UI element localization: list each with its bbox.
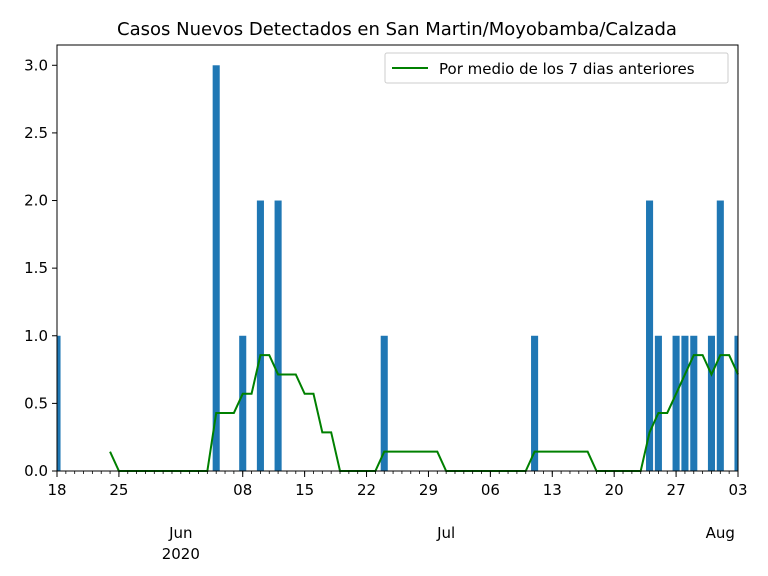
series-line — [109, 354, 739, 472]
bar — [716, 200, 724, 471]
bar — [212, 65, 220, 472]
bar — [690, 335, 698, 471]
y-tick-label: 3.0 — [24, 56, 48, 74]
y-tick-label: 1.0 — [24, 327, 48, 345]
x-month-label: Jun — [168, 524, 192, 542]
y-tick-label: 0.0 — [24, 462, 48, 480]
bar — [672, 335, 680, 471]
x-tick-label: 06 — [481, 481, 500, 499]
y-tick-label: 1.5 — [24, 259, 48, 277]
bar — [646, 200, 654, 471]
y-tick-label: 2.5 — [24, 124, 48, 142]
y-tick-label: 0.5 — [24, 394, 48, 412]
bar — [57, 335, 61, 471]
plot-frame — [56, 44, 739, 472]
bar — [681, 335, 689, 471]
legend: Por medio de los 7 dias anteriores — [384, 52, 729, 84]
x-tick-label: 08 — [233, 481, 252, 499]
bar — [707, 335, 716, 471]
chart-title: Casos Nuevos Detectados en San Martin/Mo… — [117, 19, 677, 40]
x-tick-label: 13 — [543, 481, 562, 499]
bar — [654, 335, 662, 471]
bars-layer — [57, 65, 738, 472]
x-month-label: Aug — [706, 524, 735, 542]
x-tick-label: 22 — [357, 481, 376, 499]
legend-label: Por medio de los 7 dias anteriores — [439, 60, 695, 78]
bar — [256, 200, 264, 471]
x-year-label: 2020 — [162, 545, 200, 563]
x-tick-label: 29 — [419, 481, 438, 499]
y-tick-label: 2.0 — [24, 192, 48, 210]
x-tick-label: 18 — [47, 481, 66, 499]
x-month-label: Jul — [436, 524, 455, 542]
x-tick-label: 27 — [667, 481, 686, 499]
x-tick-label: 15 — [295, 481, 314, 499]
legend-box — [384, 52, 729, 84]
lines-layer — [109, 354, 739, 472]
axes-layer: 0.00.51.01.52.02.53.018 25 08 15 22 29 06 13 20 2… — [24, 44, 748, 563]
x-tick-label: 03 — [728, 481, 747, 499]
bar — [380, 335, 388, 471]
x-tick-label: 25 — [109, 481, 128, 499]
x-tick-label: 20 — [605, 481, 624, 499]
bar — [239, 335, 247, 471]
bar — [531, 335, 539, 471]
bar — [274, 200, 282, 471]
bar — [734, 335, 738, 471]
